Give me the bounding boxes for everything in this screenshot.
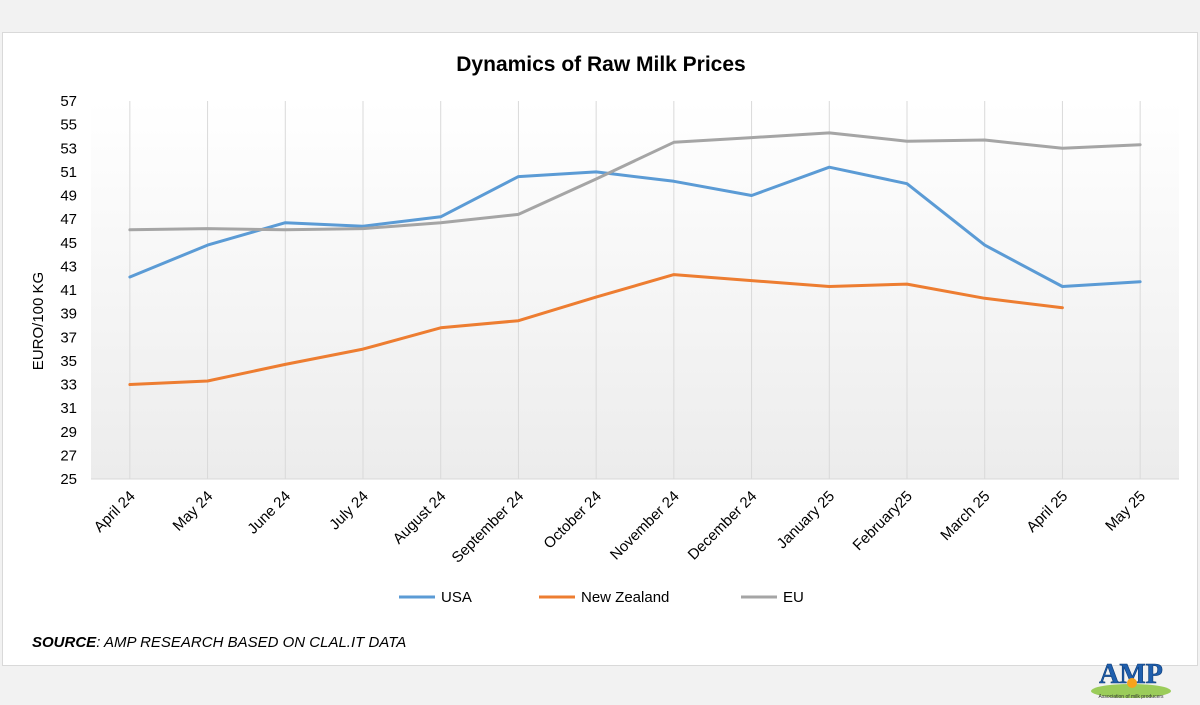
x-tick-label: December 24 (685, 488, 761, 564)
y-tick-label: 33 (60, 377, 77, 394)
y-tick-label: 35 (60, 353, 77, 370)
y-tick-label: 55 (60, 117, 77, 134)
x-tick-label: June 24 (244, 488, 294, 538)
x-tick-label: November 24 (607, 488, 683, 564)
amp-logo: AMP Association of milk producers (1086, 655, 1176, 700)
source-label: SOURCE (32, 634, 97, 651)
logo-graphic: AMP Association of milk producers (1091, 659, 1171, 700)
svg-text:Association of milk producers: Association of milk producers (1098, 694, 1164, 700)
series-line-new-zealand (128, 273, 1064, 386)
y-tick-label: 27 (60, 447, 77, 464)
y-tick-label: 57 (60, 93, 77, 110)
x-tick-label: March 25 (937, 488, 993, 544)
legend-label: New Zealand (581, 589, 669, 606)
chart-frame: Dynamics of Raw Milk Prices EURO/100 KG … (2, 32, 1198, 666)
x-tick-label: October 24 (540, 488, 605, 553)
x-tick-label: July 24 (326, 488, 372, 534)
x-tick-label: May 25 (1102, 488, 1149, 535)
series-line-eu (128, 131, 1142, 232)
y-tick-label: 53 (60, 140, 77, 157)
y-tick-label: 41 (60, 282, 77, 299)
x-tick-label: August 24 (390, 488, 450, 548)
x-tick-label: January 25 (774, 488, 839, 553)
series-line-usa (128, 165, 1142, 288)
source-note: SOURCE: AMP RESEARCH BASED ON CLAL.IT DA… (32, 634, 406, 651)
x-tick-label: September 24 (449, 488, 528, 567)
source-text: : AMP RESEARCH BASED ON CLAL.IT DATA (96, 634, 407, 651)
y-tick-label: 49 (60, 188, 77, 205)
y-tick-label: 39 (60, 306, 77, 323)
y-tick-label: 37 (60, 329, 77, 346)
y-tick-label: 47 (60, 211, 77, 228)
legend-label: EU (783, 589, 804, 606)
legend-label: USA (441, 589, 472, 606)
x-tick-label: February25 (850, 488, 916, 554)
y-axis-label: EURO/100 KG (30, 272, 47, 370)
y-tick-label: 51 (60, 164, 77, 181)
y-tick-label: 43 (60, 258, 77, 275)
y-tick-label: 45 (60, 235, 77, 252)
y-tick-label: 25 (60, 471, 77, 488)
chart-title: Dynamics of Raw Milk Prices (456, 53, 745, 76)
plot-area (91, 101, 1179, 479)
x-tick-label: April 25 (1023, 488, 1071, 536)
y-tick-label: 29 (60, 424, 77, 441)
x-tick-label: April 24 (91, 488, 139, 536)
x-tick-label: May 24 (170, 488, 217, 535)
line-chart: Dynamics of Raw Milk Prices EURO/100 KG … (30, 53, 1179, 606)
y-tick-label: 31 (60, 400, 77, 417)
